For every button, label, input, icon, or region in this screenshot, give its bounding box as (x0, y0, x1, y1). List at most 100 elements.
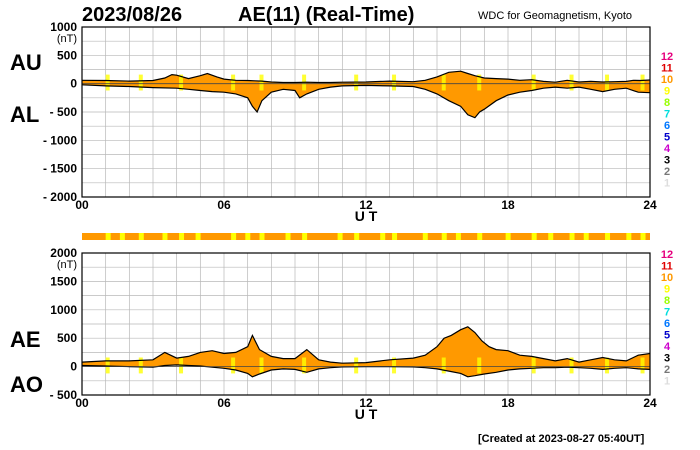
area-highlight (441, 74, 446, 91)
legend-item-8: 8 (664, 97, 670, 109)
coverage-highlight (380, 233, 386, 240)
area-highlight (392, 357, 397, 374)
coverage-highlight (162, 233, 168, 240)
chart-title: AE(11) (Real-Time) (238, 4, 415, 26)
coverage-highlight (302, 233, 308, 240)
coverage-highlight (422, 233, 428, 240)
area-highlight (569, 74, 574, 91)
legend-item-2: 2 (664, 166, 670, 178)
area-fill-0 (82, 71, 650, 118)
coverage-highlight (285, 233, 291, 240)
y-tick-label: 1000 (50, 303, 77, 317)
coverage-highlight (119, 233, 125, 240)
legend-item-4: 4 (664, 143, 671, 155)
au-label: AU (10, 50, 42, 75)
area-highlight (138, 74, 143, 91)
legend-item-12: 12 (661, 51, 673, 63)
x-tick-label: 24 (643, 396, 657, 410)
area-highlight (105, 74, 110, 91)
unit-label: (nT) (57, 33, 77, 45)
legend-item-10: 10 (661, 74, 673, 86)
area-highlight (231, 74, 236, 91)
x-axis-label: U T (355, 208, 378, 224)
area-highlight (302, 357, 307, 374)
series-line-al (81, 84, 651, 119)
area-highlight (531, 74, 536, 91)
x-tick-label: 06 (217, 198, 231, 212)
area-highlight (477, 74, 482, 91)
source-label: WDC for Geomagnetism, Kyoto (478, 10, 633, 22)
legend-item-3: 3 (664, 155, 670, 167)
x-tick-label: 18 (501, 198, 515, 212)
area-highlight (531, 357, 536, 374)
legend-item-6: 6 (664, 318, 670, 330)
coverage-highlight (605, 233, 611, 240)
coverage-highlight (455, 233, 461, 240)
area-highlight (640, 357, 645, 374)
legend-item-4: 4 (664, 341, 671, 353)
ae-label: AE (10, 327, 41, 352)
coverage-strip (82, 233, 650, 240)
legend-item-1: 1 (664, 376, 670, 388)
legend-item-3: 3 (664, 353, 670, 365)
legend-item-5: 5 (664, 330, 670, 342)
coverage-highlight (354, 233, 360, 240)
x-axis-label: U T (355, 406, 378, 422)
legend-item-9: 9 (664, 284, 670, 296)
ao-label: AO (10, 372, 43, 397)
coverage-highlight (179, 233, 185, 240)
area-highlight (259, 357, 264, 374)
x-tick-label: 00 (75, 396, 89, 410)
area-fill-1 (82, 326, 650, 377)
coverage-highlight (583, 233, 589, 240)
legend-item-7: 7 (664, 307, 670, 319)
coverage-highlight (105, 233, 111, 240)
y-tick-label: - 2000 (43, 190, 77, 204)
legend-item-6: 6 (664, 120, 670, 132)
coverage-highlight (392, 233, 398, 240)
legend-item-1: 1 (664, 178, 670, 190)
legend-item-7: 7 (664, 109, 670, 121)
coverage-highlight (569, 233, 575, 240)
coverage-highlight (505, 233, 511, 240)
area-highlight (605, 74, 610, 91)
y-tick-label: 0 (70, 360, 77, 374)
legend-item-11: 11 (661, 261, 673, 273)
y-tick-label: - 500 (50, 105, 78, 119)
legend-item-11: 11 (661, 63, 673, 75)
coverage-highlight (626, 233, 632, 240)
legend-item-12: 12 (661, 249, 673, 261)
coverage-highlight (259, 233, 265, 240)
plot-frame (81, 26, 651, 198)
plot-frame (81, 252, 651, 396)
x-tick-label: 00 (75, 198, 89, 212)
series-line-au (81, 70, 651, 84)
area-highlight (354, 357, 359, 374)
x-tick-label: 24 (643, 198, 657, 212)
coverage-highlight (640, 233, 646, 240)
coverage-highlight (531, 233, 537, 240)
y-tick-label: - 1000 (43, 133, 77, 147)
legend-item-2: 2 (664, 364, 670, 376)
coverage-highlight (548, 233, 554, 240)
x-tick-label: 18 (501, 396, 515, 410)
area-highlight (640, 74, 645, 91)
unit-label: (nT) (57, 259, 77, 271)
area-highlight (605, 357, 610, 374)
coverage-highlight (231, 233, 237, 240)
y-tick-label: 1500 (50, 274, 77, 288)
legend-item-10: 10 (661, 272, 673, 284)
coverage-highlight (138, 233, 144, 240)
y-tick-label: - 1500 (43, 162, 77, 176)
legend-item-5: 5 (664, 132, 670, 144)
legend-item-8: 8 (664, 295, 670, 307)
al-label: AL (10, 102, 40, 127)
area-highlight (231, 357, 236, 374)
x-tick-label: 12 (359, 198, 373, 212)
y-tick-label: - 500 (50, 388, 78, 402)
y-tick-label: 500 (57, 48, 77, 62)
y-tick-label: 0 (70, 77, 77, 91)
area-highlight (179, 74, 184, 91)
y-tick-label: 2000 (50, 246, 77, 260)
